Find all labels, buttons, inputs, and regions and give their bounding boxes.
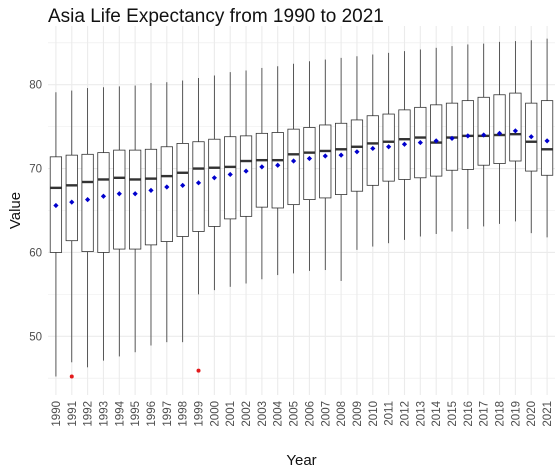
- box-2008: [335, 58, 346, 281]
- box-iqr: [129, 150, 140, 249]
- x-tick-label: 2002: [241, 401, 253, 427]
- x-tick-label: 2008: [336, 401, 348, 427]
- box-1995: [129, 86, 140, 353]
- x-tick-label: 2015: [447, 401, 459, 427]
- box-iqr: [82, 154, 93, 251]
- x-tick-label: 1992: [83, 401, 95, 427]
- box-iqr: [335, 123, 346, 194]
- x-tick-label: 2013: [415, 401, 427, 427]
- x-tick-label: 2003: [257, 401, 269, 427]
- x-tick-label: 2000: [209, 401, 221, 427]
- x-tick-label: 2004: [273, 400, 285, 426]
- box-2013: [415, 49, 426, 236]
- box-iqr: [272, 133, 283, 208]
- x-tick-label: 2021: [542, 401, 554, 427]
- box-2021: [541, 39, 552, 238]
- x-tick-label: 1995: [130, 401, 142, 427]
- box-1998: [177, 81, 188, 343]
- x-tick-label: 2012: [399, 401, 411, 427]
- x-tick-label: 2006: [304, 401, 316, 427]
- box-iqr: [478, 97, 489, 165]
- box-iqr: [351, 120, 362, 191]
- box-2003: [256, 68, 267, 279]
- box-iqr: [494, 95, 505, 164]
- box-2020: [526, 40, 537, 233]
- box-1996: [145, 83, 156, 345]
- x-tick-label: 2007: [320, 401, 332, 427]
- box-iqr: [193, 142, 204, 232]
- box-2005: [288, 64, 299, 274]
- x-tick-label: 1999: [194, 401, 206, 427]
- box-iqr: [304, 127, 315, 199]
- x-tick-label: 1998: [178, 401, 190, 427]
- x-tick-label: 2011: [384, 401, 396, 426]
- box-iqr: [320, 125, 331, 198]
- box-iqr: [161, 147, 172, 242]
- x-tick-label: 2014: [431, 400, 443, 426]
- box-2014: [430, 48, 441, 234]
- box-iqr: [541, 101, 552, 176]
- box-iqr: [177, 143, 188, 236]
- box-iqr: [66, 155, 77, 241]
- x-tick-label: 2010: [368, 401, 380, 427]
- x-tick-label: 1993: [98, 401, 110, 427]
- x-tick-label: 1997: [162, 401, 174, 427]
- box-2019: [510, 41, 521, 221]
- box-1990: [50, 92, 61, 376]
- x-tick-label: 2001: [225, 401, 237, 427]
- box-iqr: [98, 153, 109, 253]
- box-2006: [304, 61, 315, 271]
- x-axis-title: Year: [286, 452, 316, 469]
- box-iqr: [240, 136, 251, 217]
- box-iqr: [114, 150, 125, 249]
- box-2001: [224, 72, 235, 287]
- x-tick-label: 2017: [479, 401, 491, 427]
- box-iqr: [510, 93, 521, 161]
- x-tick-label: 2005: [289, 401, 301, 427]
- box-2018: [494, 42, 505, 224]
- box-2004: [272, 66, 283, 275]
- y-tick-label: 60: [29, 247, 42, 259]
- outlier-point: [197, 369, 201, 373]
- y-tick-label: 50: [29, 331, 42, 343]
- x-tick-label: 2016: [463, 401, 475, 427]
- box-2002: [240, 70, 251, 283]
- box-iqr: [209, 139, 220, 226]
- x-tick-label: 1996: [146, 401, 158, 427]
- x-tick-label: 1991: [67, 401, 79, 427]
- x-tick-label: 2019: [510, 401, 522, 427]
- outlier-point: [70, 375, 74, 379]
- x-tick-label: 2018: [495, 401, 507, 427]
- box-2010: [367, 55, 378, 247]
- x-tick-label: 1994: [114, 400, 126, 426]
- y-tick-label: 70: [29, 164, 42, 176]
- box-iqr: [288, 129, 299, 204]
- box-2011: [383, 53, 394, 243]
- box-1992: [82, 88, 93, 367]
- box-2012: [399, 51, 410, 240]
- box-iqr: [145, 149, 156, 245]
- box-iqr: [256, 133, 267, 207]
- box-2016: [462, 44, 473, 229]
- box-1991: [66, 91, 77, 379]
- box-iqr: [224, 137, 235, 219]
- box-2015: [446, 46, 457, 231]
- box-2017: [478, 44, 489, 227]
- box-2000: [209, 75, 220, 290]
- box-1997: [161, 82, 172, 342]
- y-tick-label: 80: [29, 80, 42, 92]
- box-1993: [98, 87, 109, 360]
- x-tick-label: 1990: [51, 401, 63, 427]
- box-2007: [320, 60, 331, 270]
- y-axis-title: Value: [7, 192, 24, 229]
- x-tick-label: 2009: [352, 401, 364, 427]
- box-layer: [50, 39, 553, 379]
- x-tick-label: 2020: [526, 401, 538, 427]
